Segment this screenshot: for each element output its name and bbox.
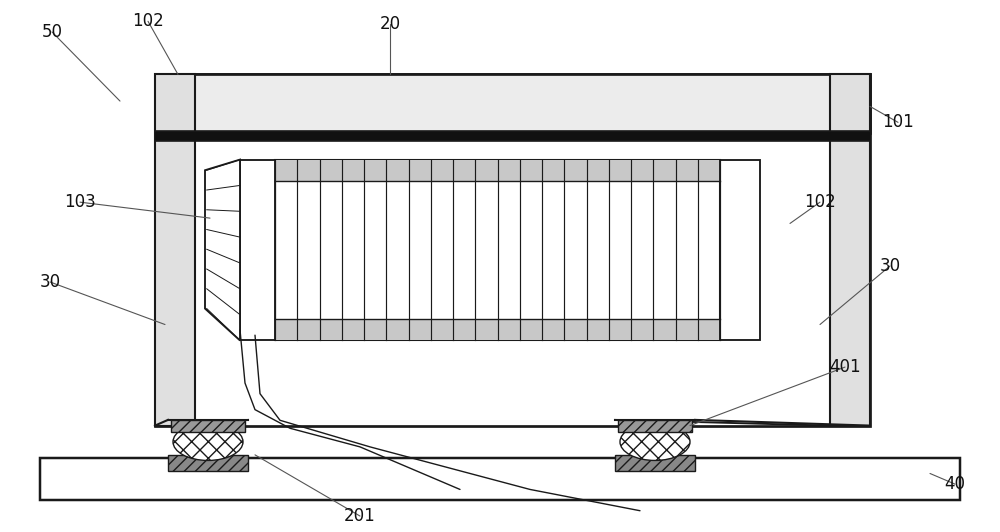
Text: 201: 201 <box>344 507 376 525</box>
Polygon shape <box>205 160 240 340</box>
Text: 401: 401 <box>829 358 861 376</box>
Bar <box>615 455 695 471</box>
Bar <box>275 160 720 181</box>
Bar <box>275 160 720 340</box>
Bar <box>275 319 720 340</box>
Bar <box>618 420 692 431</box>
Text: 30: 30 <box>39 273 61 291</box>
Circle shape <box>620 423 690 461</box>
Text: 30: 30 <box>879 257 901 275</box>
Bar <box>830 74 870 426</box>
Bar <box>240 160 275 340</box>
Bar <box>171 420 245 431</box>
Text: 20: 20 <box>379 15 401 33</box>
Bar <box>155 74 195 426</box>
Bar <box>720 160 760 340</box>
Bar <box>155 74 870 133</box>
Text: 102: 102 <box>132 12 164 30</box>
Bar <box>40 458 960 500</box>
Text: 40: 40 <box>944 475 966 493</box>
Bar <box>155 74 870 426</box>
Text: 102: 102 <box>804 193 836 211</box>
Bar <box>168 455 248 471</box>
Bar <box>155 131 870 141</box>
Circle shape <box>173 423 243 461</box>
Text: 50: 50 <box>42 23 62 41</box>
Text: 101: 101 <box>882 113 914 131</box>
Text: 103: 103 <box>64 193 96 211</box>
